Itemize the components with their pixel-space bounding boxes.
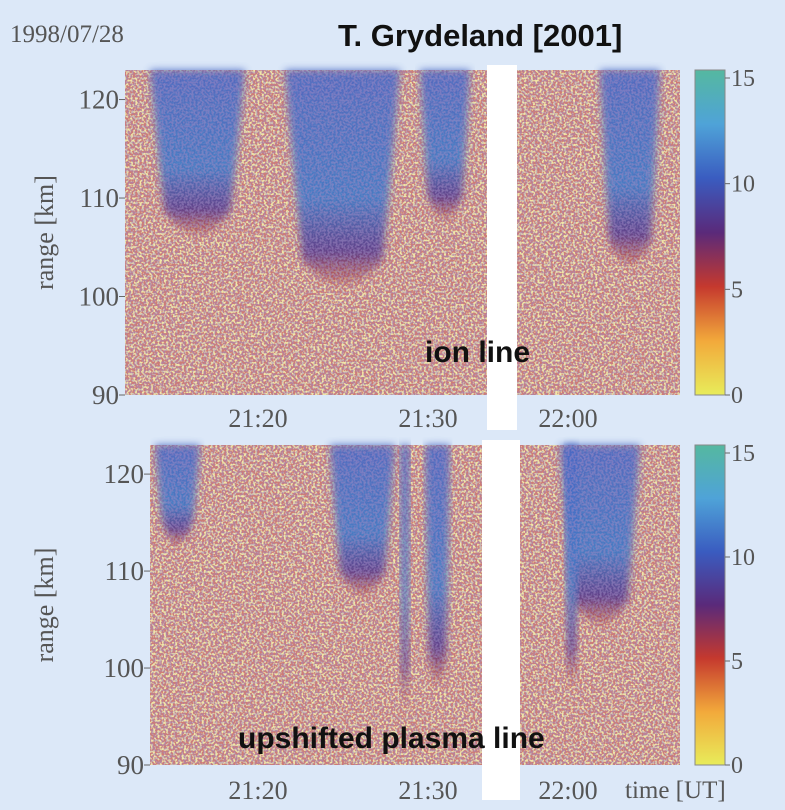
panel-label: ion line	[425, 336, 530, 369]
colorbar	[694, 69, 726, 396]
y-tick-label: 110	[105, 556, 145, 586]
y-tick-label: 90	[92, 380, 119, 410]
y-axis-label: range [km]	[30, 175, 59, 290]
colorbar-tick-label: 15	[731, 66, 755, 92]
x-tick-label: 21:30	[398, 404, 457, 433]
x-tick-label: 21:20	[228, 404, 287, 433]
colorbar-tick-label: 5	[731, 277, 743, 303]
colorbar	[694, 444, 726, 766]
x-tick-label: 22:00	[538, 776, 597, 805]
colorbar-tick-label: 0	[731, 753, 743, 779]
y-axis-label: range [km]	[30, 548, 59, 663]
x-axis-label: time [UT]	[625, 777, 726, 804]
colorbar-tick-label: 15	[731, 441, 755, 467]
x-tick-label: 21:30	[398, 776, 457, 805]
colorbar-tick-label: 10	[731, 545, 755, 571]
figure-date: 1998/07/28	[10, 21, 124, 48]
panel-label: upshifted plasma line	[238, 722, 545, 755]
data-gap	[482, 440, 520, 800]
colorbar-tick-label: 0	[731, 383, 743, 409]
y-tick-label: 110	[80, 183, 120, 213]
y-tick-label: 120	[104, 459, 145, 489]
heatmap-speckle	[125, 70, 680, 395]
y-tick-label: 100	[104, 653, 145, 683]
figure-credit: T. Grydeland [2001]	[338, 18, 622, 53]
heatmap-speckle	[150, 445, 680, 765]
x-tick-label: 22:00	[538, 404, 597, 433]
y-tick-label: 90	[117, 750, 144, 780]
x-tick-label: 21:20	[228, 776, 287, 805]
colorbar-tick-label: 10	[731, 172, 755, 198]
y-tick-label: 120	[79, 85, 120, 115]
data-gap	[487, 65, 517, 430]
y-tick-label: 100	[79, 282, 120, 312]
colorbar-tick-label: 5	[731, 649, 743, 675]
